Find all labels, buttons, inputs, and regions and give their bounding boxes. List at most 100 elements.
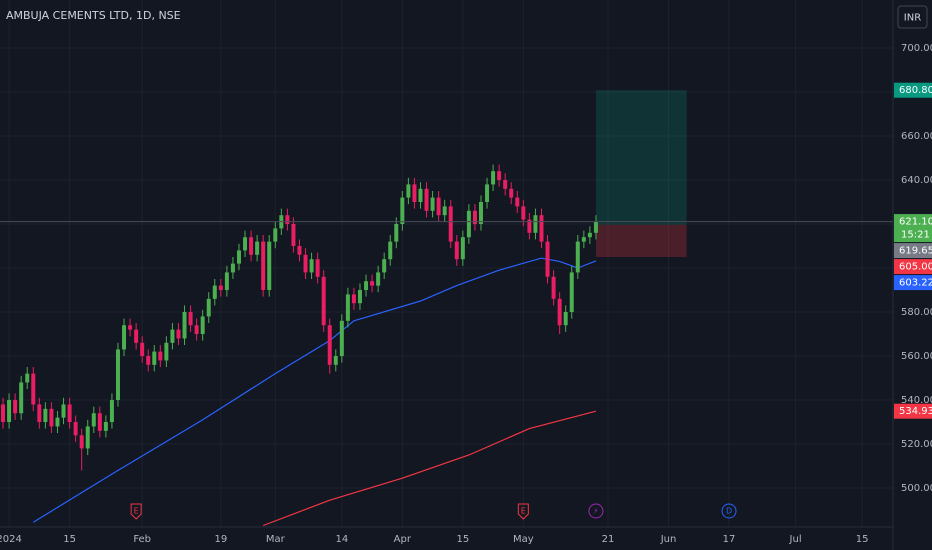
x-tick-label: 15 bbox=[856, 534, 869, 545]
candle-body bbox=[472, 210, 477, 225]
x-tick-label: 2024 bbox=[0, 534, 22, 545]
candle-body bbox=[357, 290, 362, 304]
candle-body bbox=[333, 356, 338, 365]
price-label-box bbox=[894, 259, 932, 275]
candle-body bbox=[454, 241, 459, 260]
candle-body bbox=[103, 422, 108, 431]
x-tick-label: 19 bbox=[214, 534, 227, 545]
candle-body bbox=[466, 210, 471, 238]
candle-body bbox=[206, 298, 211, 317]
candle-body bbox=[1, 404, 6, 423]
x-tick-label: Jul bbox=[789, 534, 802, 545]
candle-body bbox=[55, 417, 60, 427]
x-tick-label: Apr bbox=[394, 534, 412, 545]
price-label: 603.22 bbox=[899, 278, 932, 289]
plot: E E ⚡ D bbox=[0, 90, 893, 527]
candle-body bbox=[382, 259, 387, 273]
candle-body bbox=[73, 422, 78, 436]
candle-body bbox=[503, 179, 508, 189]
candle-body bbox=[376, 272, 381, 286]
candle-body bbox=[176, 329, 181, 339]
candle-body bbox=[128, 325, 133, 330]
event-label: E bbox=[521, 507, 526, 516]
candle-body bbox=[297, 246, 302, 255]
candle-body bbox=[188, 312, 193, 326]
candle-body bbox=[460, 237, 465, 260]
y-tick-label: 660.00 bbox=[901, 131, 932, 142]
candle-body bbox=[236, 250, 241, 264]
candle-body bbox=[31, 373, 36, 405]
x-tick-label: 15 bbox=[63, 534, 76, 545]
y-tick-label: 700.00 bbox=[901, 43, 932, 54]
candle-body bbox=[79, 435, 84, 449]
x-tick-label: 14 bbox=[335, 534, 348, 545]
currency-button[interactable] bbox=[897, 5, 928, 29]
x-tick-label: 21 bbox=[602, 534, 615, 545]
candle-body bbox=[406, 184, 411, 198]
event-icon bbox=[130, 503, 142, 520]
candle-body bbox=[515, 197, 520, 207]
candle-body bbox=[569, 272, 574, 313]
candle-body bbox=[551, 276, 556, 299]
y-tick-label: 540.00 bbox=[901, 395, 932, 406]
candle-body bbox=[370, 281, 375, 286]
candle-body bbox=[345, 294, 350, 321]
candle-body bbox=[255, 241, 260, 255]
candle-body bbox=[261, 241, 266, 291]
candle-body bbox=[146, 356, 151, 365]
candle-body bbox=[158, 351, 163, 361]
candle-body bbox=[539, 215, 544, 242]
chart-title: AMBUJA CEMENTS LTD, 1D, NSE bbox=[6, 9, 181, 22]
candle-body bbox=[19, 382, 24, 414]
price-label-box bbox=[894, 243, 932, 259]
price-label-box bbox=[894, 275, 932, 291]
candle-body bbox=[351, 294, 356, 304]
currency-label[interactable]: INR bbox=[904, 13, 921, 24]
candle-body bbox=[97, 413, 102, 431]
candle-body bbox=[533, 215, 538, 233]
candle-body bbox=[485, 184, 490, 202]
candle-body bbox=[497, 171, 502, 180]
event-label: D bbox=[726, 507, 732, 516]
candle-body bbox=[115, 349, 120, 401]
event-icon bbox=[517, 503, 529, 520]
candle-body bbox=[581, 237, 586, 242]
candle-body bbox=[388, 241, 393, 260]
candle-body bbox=[200, 316, 205, 335]
price-label: 534.93 bbox=[899, 406, 932, 417]
axes: 500.00520.00540.00560.00580.00600.00620.… bbox=[0, 43, 932, 545]
x-tick-label: May bbox=[513, 534, 534, 545]
x-tick-label: Mar bbox=[266, 534, 286, 545]
candle-body bbox=[134, 329, 139, 343]
y-tick-label: 580.00 bbox=[901, 307, 932, 318]
candle-body bbox=[140, 342, 145, 357]
candle-body bbox=[85, 426, 90, 449]
candle-body bbox=[315, 259, 320, 277]
price-label-time: 15:21 bbox=[901, 230, 930, 241]
candle-body bbox=[593, 221, 598, 233]
y-tick-label: 640.00 bbox=[901, 175, 932, 186]
candle-body bbox=[557, 298, 562, 326]
candle-body bbox=[491, 171, 496, 185]
candle-body bbox=[364, 281, 369, 291]
candle-body bbox=[13, 400, 18, 414]
candle-body bbox=[587, 232, 592, 238]
event-label: ⚡ bbox=[593, 507, 599, 516]
candle-body bbox=[291, 224, 296, 247]
candle-body bbox=[412, 184, 417, 202]
candle-body bbox=[394, 224, 399, 242]
price-label-box bbox=[894, 82, 932, 98]
candle-body bbox=[67, 404, 72, 423]
candle-body bbox=[49, 408, 54, 427]
price-label: 621.10 bbox=[899, 217, 932, 228]
candle-body bbox=[61, 404, 66, 418]
candle-body bbox=[400, 197, 405, 225]
x-tick-label: Feb bbox=[133, 534, 151, 545]
candle-body bbox=[218, 285, 223, 291]
event-icon bbox=[588, 503, 604, 519]
event-label: E bbox=[134, 507, 139, 516]
moving-average bbox=[262, 410, 597, 527]
candle-body bbox=[424, 188, 429, 211]
